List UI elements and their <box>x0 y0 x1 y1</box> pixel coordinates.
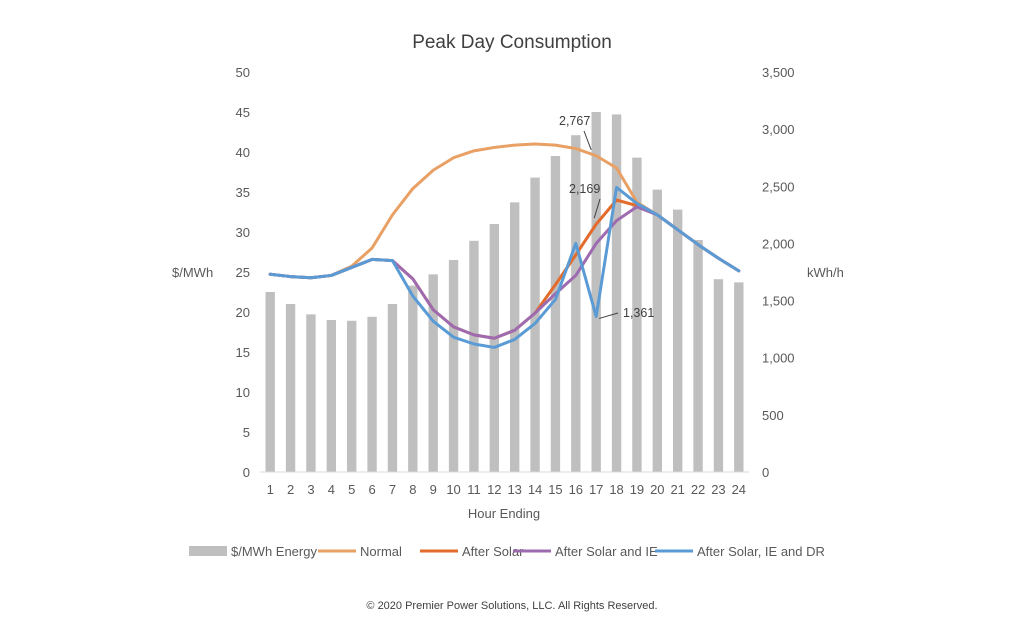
chart-title: Peak Day Consumption <box>412 32 612 53</box>
x-tick-label: 19 <box>630 482 644 497</box>
annotation-leader-line <box>583 130 592 150</box>
x-tick-label: 6 <box>368 482 375 497</box>
legend-item-label: $/MWh Energy <box>231 544 317 559</box>
bar-hour-24 <box>734 282 744 472</box>
annotation-leader-line <box>593 198 601 219</box>
bar-hour-21 <box>673 209 683 472</box>
x-tick-label: 24 <box>732 482 746 497</box>
bar-hour-8 <box>408 285 418 472</box>
x-tick-label: 17 <box>589 482 603 497</box>
y-right-tick-label: 1,500 <box>762 294 795 309</box>
line-series-group <box>268 142 741 349</box>
legend-item-label: Normal <box>360 544 402 559</box>
bar-hour-11 <box>469 240 479 472</box>
y-left-tick-label: 25 <box>236 265 250 280</box>
y-right-tick-label: 3,000 <box>762 122 795 137</box>
y-left-tick-label: 40 <box>236 145 250 160</box>
right-axis-ticks: 0 500 1,000 1,500 2,000 2,500 3,000 3,500 <box>762 65 795 480</box>
bar-series-group <box>265 112 744 473</box>
bar-hour-10 <box>448 260 459 472</box>
bar-hour-23 <box>713 279 724 472</box>
bar-hour-13 <box>510 202 520 472</box>
x-tick-label: 13 <box>507 482 521 497</box>
x-axis-ticks: 1 2 3 4 5 6 7 8 9 10 11 12 13 14 15 16 17 18 19 20 21 22 23 24 <box>267 482 746 497</box>
bar-hour-4 <box>326 320 336 472</box>
y-right-tick-label: 1,000 <box>762 351 795 366</box>
y-right-tick-label: 0 <box>762 465 769 480</box>
line-after-solar-ie-and-dr <box>268 185 741 349</box>
x-tick-label: 14 <box>528 482 542 497</box>
annotation-label: 2,767 <box>559 114 590 128</box>
y-left-tick-label: 15 <box>236 345 250 360</box>
bar-hour-9 <box>428 274 438 472</box>
y-left-tick-label: 35 <box>236 185 250 200</box>
y-left-tick-label: 50 <box>236 65 250 80</box>
x-tick-label: 8 <box>409 482 416 497</box>
x-tick-label: 5 <box>348 482 355 497</box>
x-tick-label: 21 <box>670 482 684 497</box>
x-tick-label: 10 <box>446 482 460 497</box>
x-tick-label: 3 <box>307 482 314 497</box>
x-tick-label: 20 <box>650 482 664 497</box>
y-left-tick-label: 45 <box>236 105 250 120</box>
bar-hour-16 <box>571 135 581 472</box>
x-tick-label: 1 <box>267 482 274 497</box>
x-axis-label: Hour Ending <box>468 506 540 521</box>
bar-hour-2 <box>285 304 296 472</box>
legend-swatch-bar <box>189 546 227 556</box>
line-normal <box>268 142 741 280</box>
y-right-tick-label: 2,000 <box>762 236 795 251</box>
bar-hour-15 <box>550 156 561 472</box>
x-tick-label: 16 <box>569 482 583 497</box>
bar-hour-22 <box>693 240 703 472</box>
bar-hour-17 <box>591 112 601 472</box>
bar-hour-20 <box>652 189 662 472</box>
bar-hour-6 <box>367 316 377 472</box>
annotation-label: 1,361 <box>623 306 654 320</box>
legend-item-label: After Solar and IE <box>555 544 658 559</box>
y-left-tick-label: 5 <box>243 425 250 440</box>
x-tick-label: 7 <box>389 482 396 497</box>
bar-hour-18 <box>611 114 622 473</box>
y-left-tick-label: 10 <box>236 385 250 400</box>
bar-hour-7 <box>387 304 398 472</box>
y-left-tick-label: 0 <box>243 465 250 480</box>
bar-hour-3 <box>306 314 316 472</box>
bar-hour-1 <box>265 292 275 472</box>
line-after-solar <box>268 198 741 340</box>
x-tick-label: 9 <box>430 482 437 497</box>
legend: $/MWh Energy Normal After Solar After Solar… <box>189 544 825 559</box>
copyright-footer: © 2020 Premier Power Solutions, LLC. All… <box>366 600 657 612</box>
x-tick-label: 2 <box>287 482 294 497</box>
annotation-label: 2,169 <box>569 182 600 196</box>
bar-hour-19 <box>632 157 642 472</box>
legend-item-label: After Solar, IE and DR <box>697 544 825 559</box>
annotation-leader-line <box>599 312 619 319</box>
y-left-axis-label: $/MWh <box>172 265 213 280</box>
y-left-tick-label: 30 <box>236 225 250 240</box>
y-right-axis-label: kWh/h <box>807 265 844 280</box>
x-tick-label: 23 <box>711 482 725 497</box>
y-right-tick-label: 500 <box>762 408 784 423</box>
x-tick-label: 4 <box>328 482 335 497</box>
annotations-group: 2,767 2,169 1,361 <box>559 114 654 320</box>
x-tick-label: 12 <box>487 482 501 497</box>
x-tick-label: 18 <box>609 482 623 497</box>
legend-item-label: After Solar <box>462 544 524 559</box>
x-tick-label: 22 <box>691 482 705 497</box>
y-right-tick-label: 2,500 <box>762 179 795 194</box>
y-left-tick-label: 20 <box>236 305 250 320</box>
x-tick-label: 11 <box>467 482 481 497</box>
left-axis-ticks: 0 5 10 15 20 25 30 35 40 45 50 <box>236 65 250 480</box>
y-right-tick-label: 3,500 <box>762 65 795 80</box>
x-tick-label: 15 <box>548 482 562 497</box>
bar-hour-5 <box>347 320 357 472</box>
